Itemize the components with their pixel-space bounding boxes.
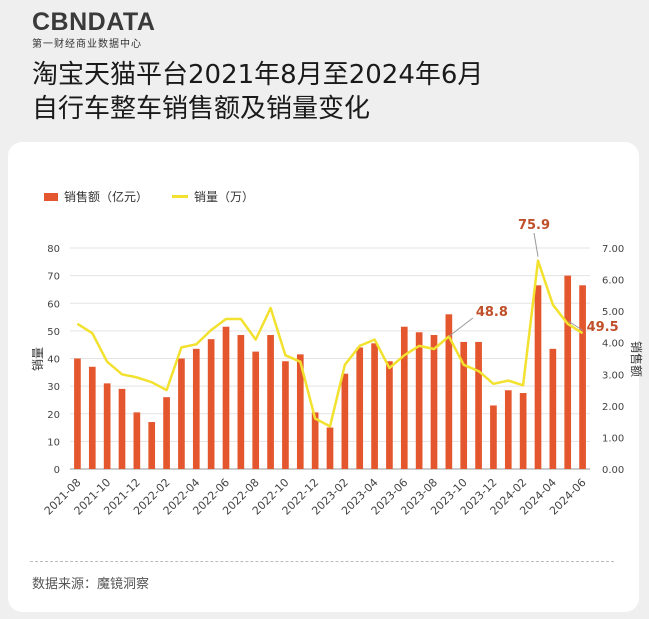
y-right-tick-label: 3.00 bbox=[602, 370, 624, 381]
bar bbox=[222, 326, 230, 469]
bar bbox=[430, 335, 438, 469]
logo-tagline: 第一财经商业数据中心 bbox=[32, 39, 142, 50]
bar bbox=[103, 383, 111, 469]
logo-text: CBNDATA bbox=[32, 8, 156, 36]
title-line-2: 自行车整车销售额及销量变化 bbox=[32, 94, 371, 124]
y-right-axis-title: 销售额 bbox=[629, 341, 644, 377]
bar bbox=[519, 393, 527, 469]
annotation-leader bbox=[448, 317, 474, 337]
y-left-axis-title: 销量 bbox=[31, 347, 45, 371]
bar bbox=[460, 341, 468, 469]
y-right-tick-label: 7.00 bbox=[602, 244, 624, 255]
bar bbox=[88, 366, 96, 469]
bar bbox=[386, 361, 393, 469]
y-left-tick-label: 0 bbox=[54, 465, 60, 476]
y-left-tick-label: 20 bbox=[47, 410, 60, 421]
y-left-tick-label: 70 bbox=[47, 272, 60, 283]
annotation-leader bbox=[568, 320, 583, 331]
bar bbox=[237, 335, 245, 469]
bar bbox=[579, 285, 586, 469]
y-right-tick-label: 2.00 bbox=[602, 402, 624, 413]
bar bbox=[475, 341, 482, 469]
bar bbox=[296, 354, 304, 469]
y-left-tick-label: 40 bbox=[47, 355, 60, 366]
bar bbox=[534, 285, 542, 469]
y-left-tick-label: 10 bbox=[47, 437, 60, 448]
annotation-label: 49.5 bbox=[587, 320, 619, 335]
y-right-tick-label: 6.00 bbox=[602, 276, 624, 287]
bar bbox=[341, 373, 349, 469]
annotation-label: 75.9 bbox=[518, 218, 550, 233]
bar bbox=[282, 361, 289, 469]
bar bbox=[371, 343, 378, 469]
y-right-tick-label: 5.00 bbox=[602, 307, 624, 318]
bar bbox=[163, 397, 170, 469]
bar bbox=[564, 275, 572, 469]
page-title: 淘宝天猫平台2021年8月至2024年6月 自行车整车销售额及销量变化 bbox=[32, 58, 483, 126]
y-right-tick-label: 4.00 bbox=[602, 339, 624, 350]
legend-line-swatch bbox=[172, 195, 189, 198]
brand-logo: CBNDATA 第一财经商业数据中心 bbox=[32, 8, 155, 50]
bar bbox=[445, 314, 453, 469]
bar bbox=[133, 412, 141, 469]
y-right-tick-label: 0.00 bbox=[602, 465, 624, 476]
chart-card bbox=[8, 142, 639, 612]
annotation-leader bbox=[533, 232, 539, 257]
legend-bar-label: 销售额（亿元） bbox=[64, 190, 149, 204]
y-left-tick-label: 60 bbox=[47, 299, 60, 310]
y-left-tick-label: 30 bbox=[47, 382, 60, 393]
bar bbox=[356, 347, 364, 469]
bar bbox=[178, 358, 185, 469]
title-line-1: 淘宝天猫平台2021年8月至2024年6月 bbox=[32, 60, 484, 90]
bar bbox=[311, 412, 319, 469]
y-right-tick-label: 1.00 bbox=[602, 433, 624, 444]
legend-line-label: 销量（万） bbox=[194, 190, 255, 204]
footer-divider bbox=[30, 561, 614, 562]
bar bbox=[490, 405, 497, 469]
bar bbox=[148, 422, 156, 469]
bar bbox=[207, 339, 215, 469]
legend-bar-swatch bbox=[44, 192, 58, 201]
source-note: 数据来源：魔镜洞察 bbox=[32, 577, 150, 592]
bar bbox=[267, 335, 274, 469]
y-left-tick-label: 50 bbox=[47, 327, 60, 338]
bar bbox=[192, 348, 200, 469]
bar bbox=[415, 332, 423, 469]
sales-volume-line bbox=[76, 259, 584, 428]
bar bbox=[400, 326, 408, 469]
bar bbox=[549, 348, 557, 469]
chart-legend: 销售额（亿元） 销量（万） bbox=[44, 188, 254, 205]
bar bbox=[118, 388, 126, 469]
y-left-tick-label: 80 bbox=[47, 244, 60, 255]
bar bbox=[326, 427, 334, 469]
bar bbox=[504, 390, 512, 469]
bar bbox=[252, 351, 260, 469]
bar bbox=[74, 358, 81, 469]
annotation-label: 48.8 bbox=[476, 305, 508, 320]
